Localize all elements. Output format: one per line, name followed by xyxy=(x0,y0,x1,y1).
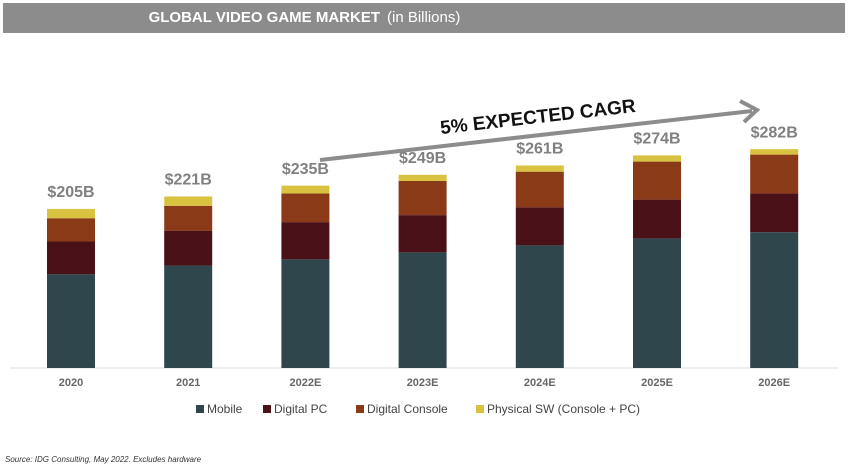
bar-segment xyxy=(281,259,330,368)
bar-segment xyxy=(398,180,447,216)
total-label: $235B xyxy=(282,161,329,178)
total-label: $282B xyxy=(751,124,798,141)
bar-segment xyxy=(398,174,447,181)
bar-segment xyxy=(281,185,330,194)
bar-segment xyxy=(633,238,681,368)
bar-segment xyxy=(750,193,799,233)
x-tick-label: 2026E xyxy=(758,377,790,389)
bar-segment xyxy=(633,155,681,162)
bar-segment xyxy=(633,199,681,239)
cagr-arrowhead xyxy=(739,99,761,124)
legend-label: Mobile xyxy=(207,402,243,416)
bar-segment xyxy=(164,196,213,206)
bar-segment xyxy=(47,208,95,219)
bar-segment xyxy=(47,241,95,275)
legend-swatch xyxy=(476,405,484,413)
chart-title: GLOBAL VIDEO GAME MARKET xyxy=(149,9,380,26)
bar-segment xyxy=(164,265,213,368)
legend-swatch xyxy=(356,405,364,413)
chart-subtitle: (in Billions) xyxy=(387,9,460,26)
legend-swatch xyxy=(263,405,271,413)
bar-segment xyxy=(164,205,213,231)
bar-segment xyxy=(164,230,213,266)
x-tick-label: 2023E xyxy=(407,377,439,389)
x-tick-label: 2021 xyxy=(176,377,200,389)
bar-segment xyxy=(47,274,95,368)
bar-segment xyxy=(515,165,564,172)
cagr-arrow xyxy=(319,109,753,162)
x-tick-label: 2024E xyxy=(524,377,556,389)
bar-segment xyxy=(47,218,95,242)
bar-segment xyxy=(750,154,799,194)
bar-segment xyxy=(398,215,447,253)
total-label: $205B xyxy=(47,184,94,201)
x-tick-label: 2025E xyxy=(641,377,673,389)
x-tick-label: 2020 xyxy=(59,377,83,389)
bar-segment xyxy=(750,149,799,155)
bar-segment xyxy=(515,171,564,208)
total-label: $274B xyxy=(633,131,680,148)
legend-label: Digital Console xyxy=(367,402,448,416)
bar-segment xyxy=(750,232,799,368)
total-label: $249B xyxy=(399,150,446,167)
x-tick-label: 2022E xyxy=(289,377,321,389)
source-note: Source: IDG Consulting, May 2022. Exclud… xyxy=(5,455,202,464)
bar-segment xyxy=(398,252,447,368)
bar-segment xyxy=(633,161,681,200)
total-label: $221B xyxy=(165,172,212,189)
total-label: $261B xyxy=(516,141,563,158)
cagr-annotation: 5% EXPECTED CAGR xyxy=(439,96,637,139)
bar-segment xyxy=(515,245,564,368)
legend-label: Physical SW (Console + PC) xyxy=(487,402,640,416)
legend-swatch xyxy=(196,405,204,413)
bar-segment xyxy=(281,222,330,260)
bar-segment xyxy=(515,207,564,246)
bar-segment xyxy=(281,193,330,223)
legend-label: Digital PC xyxy=(274,402,328,416)
title-banner xyxy=(3,3,845,33)
